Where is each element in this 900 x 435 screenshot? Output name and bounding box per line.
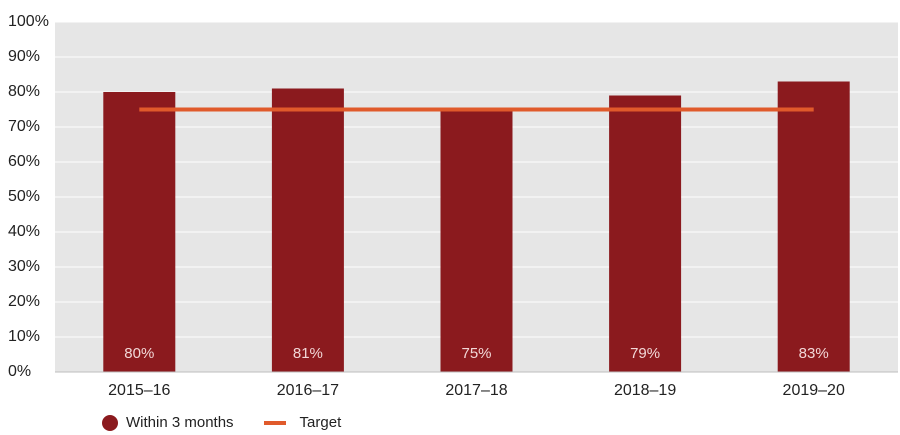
x-tick-label: 2019–20	[783, 382, 845, 399]
x-tick-label: 2017–18	[445, 382, 507, 399]
legend-dot-icon	[102, 414, 118, 431]
y-tick-label: 100%	[8, 13, 49, 30]
x-tick-label: 2015–16	[108, 382, 170, 399]
bar	[777, 81, 850, 372]
legend-line-icon	[263, 420, 286, 425]
data-label: 83%	[799, 345, 829, 362]
legend: Within 3 months Target	[102, 414, 371, 431]
y-tick-label: 70%	[8, 118, 40, 135]
bar	[103, 92, 176, 372]
bar	[271, 88, 344, 372]
legend-label-within-3-months: Within 3 months	[126, 414, 234, 431]
y-tick-label: 80%	[8, 83, 40, 100]
y-tick-label: 90%	[8, 48, 40, 65]
data-label: 79%	[630, 345, 660, 362]
bar	[440, 109, 513, 372]
data-label: 81%	[293, 345, 323, 362]
y-tick-label: 50%	[8, 188, 40, 205]
legend-item-within-3-months: Within 3 months	[102, 414, 234, 431]
bar	[609, 95, 682, 372]
data-label: 80%	[124, 345, 154, 362]
x-tick-label: 2018–19	[614, 382, 676, 399]
y-tick-label: 30%	[8, 258, 40, 275]
legend-label-target: Target	[299, 414, 342, 431]
y-tick-label: 10%	[8, 328, 40, 345]
y-tick-label: 0%	[8, 363, 31, 380]
data-label: 75%	[461, 345, 491, 362]
y-tick-label: 60%	[8, 153, 40, 170]
legend-item-target: Target	[263, 414, 342, 431]
y-tick-label: 20%	[8, 293, 40, 310]
x-tick-label: 2016–17	[277, 382, 339, 399]
y-tick-label: 40%	[8, 223, 40, 240]
